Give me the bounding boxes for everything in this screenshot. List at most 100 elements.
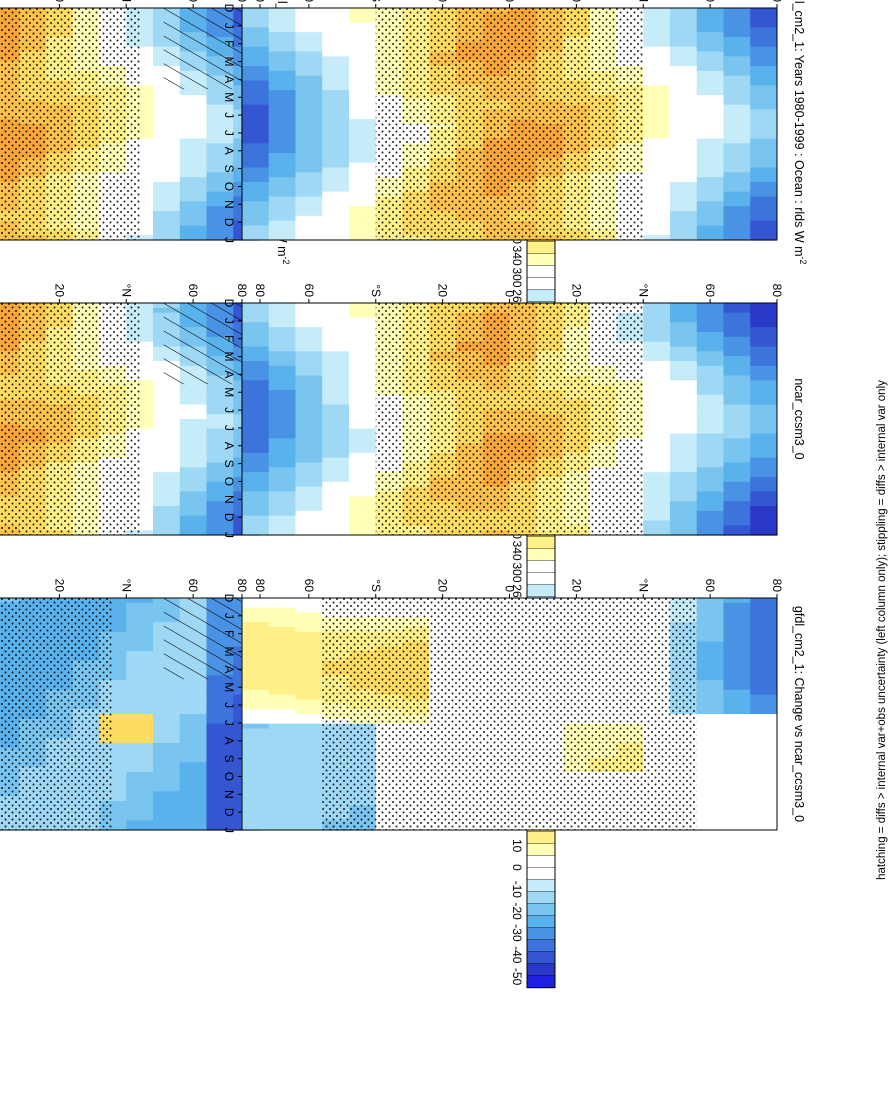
panel-title-p4: ncar_ccsm3_0	[792, 378, 806, 459]
month-tick-p6: N	[222, 790, 236, 799]
lat-tick-p2: 80	[235, 0, 249, 2]
month-tick-p6: D	[222, 808, 236, 817]
lat-tick-p6: °N	[636, 579, 650, 592]
lat-tick-p2: 80	[770, 0, 784, 2]
colorbar-label-p3: 340	[510, 541, 524, 561]
stippling-p5	[0, 598, 113, 830]
lat-tick-p6: 20	[569, 579, 583, 593]
month-tick-p6: J	[222, 702, 236, 708]
month-tick-p2: D	[222, 218, 236, 227]
figure-footnote: hatching = diffs > internal var+obs unce…	[876, 380, 888, 880]
lat-tick-p6: 60	[703, 579, 717, 593]
month-tick-p2: J	[222, 23, 236, 29]
lat-tick-p4: 80	[235, 284, 249, 298]
month-tick-p6: O	[222, 772, 236, 781]
month-tick-p6: D	[222, 594, 236, 603]
lat-tick-p4: 60	[703, 284, 717, 298]
panel-title-p2: gfdl_cm2_1: Years 1980-1999 : Ocean : rl…	[792, 0, 808, 265]
panel-p4: DJFMAMJJASONDJ8060°N20020°S6080ncar_ccsm…	[222, 284, 806, 538]
colorbar-label-p5: 0	[510, 864, 524, 871]
stippling-p2	[375, 8, 644, 240]
month-tick-p2: D	[222, 4, 236, 13]
month-tick-p4: J	[222, 407, 236, 413]
month-tick-p2: S	[222, 165, 236, 173]
month-tick-p4: D	[222, 299, 236, 308]
month-tick-p4: J	[222, 532, 236, 538]
lat-tick-p4: 20	[436, 284, 450, 298]
colorbar-label-p5: 10	[510, 839, 524, 853]
colorbar-label-p3: 300	[510, 562, 524, 582]
colorbar-label-p5: -40	[510, 946, 524, 964]
colorbar-label-p5: -50	[510, 968, 524, 986]
stippling-p4	[375, 303, 644, 535]
lat-tick-p4: °N	[636, 284, 650, 297]
lat-tick-p6: 0	[503, 585, 517, 592]
lat-tick-p5: °N	[119, 579, 133, 592]
month-tick-p2: M	[222, 57, 236, 67]
month-tick-p6: A	[222, 665, 236, 673]
lat-tick-p4: °S	[369, 284, 383, 297]
month-tick-p2: A	[222, 147, 236, 155]
month-tick-p4: J	[222, 318, 236, 324]
lat-tick-p2: 60	[302, 0, 316, 2]
lat-tick-p4: 0	[503, 290, 517, 297]
month-tick-p4: D	[222, 513, 236, 522]
month-tick-p6: M	[222, 682, 236, 692]
lat-tick-p3: 20	[52, 284, 66, 298]
month-tick-p4: F	[222, 335, 236, 342]
lat-tick-p1: °N	[119, 0, 133, 2]
lat-tick-p6: 80	[235, 579, 249, 593]
month-tick-p4: S	[222, 460, 236, 468]
month-tick-p6: M	[222, 647, 236, 657]
lat-tick-p3: 60	[186, 284, 200, 298]
month-tick-p2: O	[222, 182, 236, 191]
lat-tick-p2: 60	[703, 0, 717, 2]
lat-tick-p2: 20	[436, 0, 450, 2]
month-tick-p6: J	[222, 827, 236, 833]
month-tick-p4: J	[222, 425, 236, 431]
panel-title-p6: gfdl_cm2_1: Change vs ncar_ccsm3_0	[792, 606, 806, 822]
lat-tick-p1: 60	[186, 0, 200, 2]
lat-tick-p2: °S	[369, 0, 383, 2]
panel-p6: DJFMAMJJASONDJ8060°N20020°S6080gfdl_cm2_…	[222, 579, 806, 833]
lat-tick-p3: 80	[253, 284, 267, 298]
colorbar-label-p1: 300	[510, 267, 524, 287]
stippling-p3	[0, 303, 140, 535]
month-tick-p4: O	[222, 477, 236, 486]
month-tick-p2: M	[222, 92, 236, 102]
month-tick-p4: N	[222, 495, 236, 504]
hatching-p5	[163, 598, 260, 680]
colorbar-label-p5: -30	[510, 924, 524, 942]
month-tick-p4: M	[222, 387, 236, 397]
lat-tick-p3: °N	[119, 284, 133, 297]
month-tick-p2: A	[222, 75, 236, 83]
colorbar-label-p5: -10	[510, 881, 524, 899]
lat-tick-p6: 20	[436, 579, 450, 593]
month-tick-p6: F	[222, 630, 236, 637]
lat-tick-p1: 80	[253, 0, 267, 2]
hatching-p3	[163, 303, 260, 385]
lat-tick-p4: 60	[302, 284, 316, 298]
month-tick-p2: N	[222, 200, 236, 209]
month-tick-p2: J	[222, 237, 236, 243]
month-tick-p2: F	[222, 40, 236, 47]
month-tick-p4: M	[222, 352, 236, 362]
lat-tick-p2: °N	[636, 0, 650, 2]
stippling-p1	[0, 8, 140, 240]
panel-p2: DJFMAMJJASONDJ8060°N20020°S6080gfdl_cm2_…	[222, 0, 808, 265]
lat-tick-p6: 60	[302, 579, 316, 593]
lat-tick-p5: 60	[186, 579, 200, 593]
lat-tick-p5: 20	[52, 579, 66, 593]
stippling-p6	[322, 598, 697, 830]
lat-tick-p6: 80	[770, 579, 784, 593]
lat-tick-p1: 20	[52, 0, 66, 2]
month-tick-p4: A	[222, 370, 236, 378]
month-tick-p6: J	[222, 613, 236, 619]
month-tick-p6: J	[222, 720, 236, 726]
colorbar-label-p5: -20	[510, 902, 524, 920]
lat-tick-p2: 20	[569, 0, 583, 2]
month-tick-p2: J	[222, 112, 236, 118]
panel-p1: DJFMAMJJASONDJ8060°N20020°S6080gfdl_cm2_…	[0, 0, 556, 399]
lat-tick-p2: 0	[503, 0, 517, 2]
lat-tick-p5: 80	[253, 579, 267, 593]
